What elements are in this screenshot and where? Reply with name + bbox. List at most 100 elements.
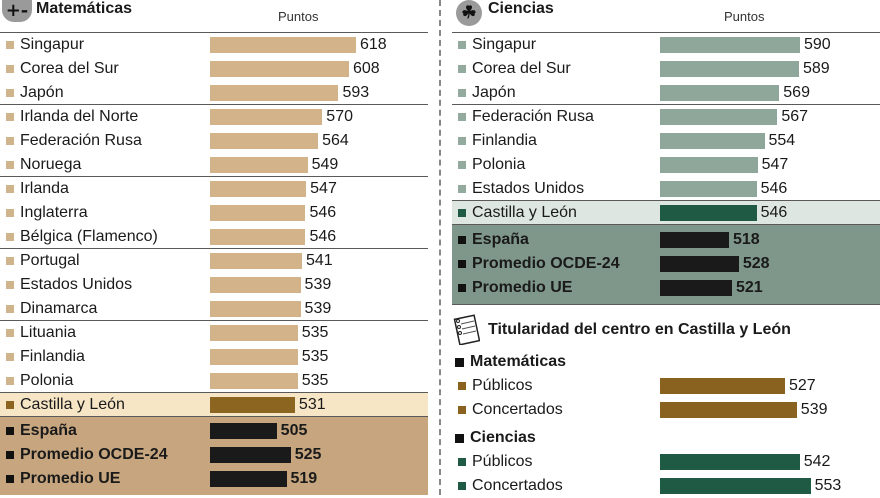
titularidad-series-marker [455, 358, 464, 367]
titularidad-ciencias-bar-publicos [660, 454, 800, 470]
ciencias-bar-singapur [660, 37, 800, 53]
ciencias-row-corea-del-sur: Corea del Sur 589 [452, 57, 880, 81]
ciencias-row-federacion-rusa: Federación Rusa 567 [452, 105, 880, 129]
ciencias-label-castilla-y-leon: Castilla y León [472, 204, 577, 221]
matematicas-group-divider [0, 392, 428, 393]
ciencias-row-singapur: Singapur 590 [452, 33, 880, 57]
matematicas-marker [6, 257, 14, 265]
matematicas-row-dinamarca: Dinamarca 539 [0, 297, 428, 321]
matematicas-title: Matemáticas [36, 0, 133, 17]
matematicas-marker [6, 209, 14, 217]
ciencias-marker [458, 185, 466, 193]
ciencias-row-espana: España 518 [452, 228, 880, 252]
titularidad-ciencias-label-concertados: Concertados [472, 477, 563, 494]
titularidad-series-marker [455, 434, 464, 443]
ciencias-puntos-header: Puntos [724, 9, 765, 24]
ciencias-bar-espana [660, 232, 729, 248]
matematicas-label-noruega: Noruega [20, 156, 82, 173]
matematicas-label-singapur: Singapur [20, 36, 85, 53]
ciencias-label-singapur: Singapur [472, 36, 537, 53]
ciencias-marker [458, 161, 466, 169]
matematicas-value-corea-del-sur: 608 [352, 60, 380, 77]
matematicas-marker [6, 89, 14, 97]
matematicas-marker [6, 185, 14, 193]
matematicas-bar-irlanda-del-norte [210, 109, 323, 125]
matematicas-bar-noruega [210, 157, 308, 173]
titularidad-matematicas-row-publicos: Públicos 527 [452, 374, 880, 398]
matematicas-row-espana: España 505 [0, 419, 428, 443]
matematicas-value-promedio-ue: 519 [290, 470, 318, 487]
matematicas-label-promedio-ocde-24: Promedio OCDE-24 [20, 446, 168, 463]
matematicas-marker [6, 137, 14, 145]
matematicas-row-belgica-flamenco: Bélgica (Flamenco) 546 [0, 225, 428, 249]
matematicas-label-belgica-flamenco: Bélgica (Flamenco) [20, 228, 158, 245]
titularidad-ciencias-bar-concertados [660, 478, 811, 494]
ciencias-header: ☘ Ciencias Puntos [452, 0, 880, 34]
matematicas-row-irlanda: Irlanda 547 [0, 177, 428, 201]
ciencias-marker [458, 260, 466, 268]
ciencias-group-divider [452, 104, 880, 105]
matematicas-value-portugal: 541 [305, 252, 333, 269]
ciencias-value-estados-unidos: 546 [760, 180, 788, 197]
matematicas-value-irlanda-del-norte: 570 [326, 108, 353, 125]
matematicas-bar-promedio-ue [210, 471, 287, 487]
ciencias-label-promedio-ue: Promedio UE [472, 279, 573, 296]
matematicas-label-portugal: Portugal [20, 252, 80, 269]
matematicas-value-singapur: 618 [360, 36, 387, 53]
ciencias-label-espana: España [472, 231, 529, 248]
matematicas-marker [6, 281, 14, 289]
matematicas-marker [6, 451, 14, 459]
matematicas-bar-portugal [210, 253, 302, 269]
matematicas-label-promedio-ue: Promedio UE [20, 470, 121, 487]
matematicas-row-corea-del-sur: Corea del Sur 608 [0, 57, 428, 81]
titularidad-header: Titularidad del centro en Castilla y Leó… [452, 309, 880, 349]
ciencias-bar-estados-unidos [660, 181, 757, 197]
matematicas-marker [6, 475, 14, 483]
ciencias-group-divider [452, 304, 880, 305]
ciencias-group-divider [452, 224, 880, 225]
matematicas-marker [6, 161, 14, 169]
matematicas-bar-corea-del-sur [210, 61, 349, 77]
matematicas-label-irlanda: Irlanda [20, 180, 69, 197]
matematicas-bar-dinamarca [210, 301, 301, 317]
ciencias-group-divider [452, 200, 880, 201]
matematicas-label-lituania: Lituania [20, 324, 77, 341]
ciencias-marker [458, 89, 466, 97]
titularidad-matematicas-marker [458, 382, 466, 390]
ciencias-bar-promedio-ocde-24 [660, 256, 739, 272]
matematicas-value-estados-unidos: 539 [304, 276, 332, 293]
matematicas-label-dinamarca: Dinamarca [20, 300, 98, 317]
titularidad-series-matematicas: Matemáticas [452, 350, 880, 374]
ciencias-row-finlandia: Finlandia 554 [452, 129, 880, 153]
matematicas-marker [6, 65, 14, 73]
matematicas-row-noruega: Noruega 549 [0, 153, 428, 177]
matematicas-bar-castilla-y-leon [210, 397, 295, 413]
titularidad-matematicas-marker [458, 406, 466, 414]
plus-minus-symbol-icon: +- [2, 0, 32, 22]
titularidad-series-ciencias: Ciencias [452, 426, 880, 450]
ciencias-value-promedio-ue: 521 [735, 279, 763, 296]
matematicas-marker [6, 377, 14, 385]
matematicas-value-espana: 505 [280, 422, 308, 439]
ciencias-value-castilla-y-leon: 546 [760, 204, 788, 221]
ciencias-row-promedio-ue: Promedio UE 521 [452, 276, 880, 300]
matematicas-puntos-header: Puntos [278, 9, 319, 24]
titularidad-matematicas-row-concertados: Concertados 539 [452, 398, 880, 422]
ciencias-value-corea-del-sur: 589 [803, 60, 830, 77]
ciencias-marker [458, 65, 466, 73]
ciencias-marker [458, 137, 466, 145]
ciencias-bar-polonia [660, 157, 758, 173]
matematicas-row-inglaterra: Inglaterra 546 [0, 201, 428, 225]
matematicas-value-irlanda: 547 [310, 180, 337, 197]
ciencias-marker [458, 113, 466, 121]
titularidad-series-label: Ciencias [470, 429, 536, 446]
matematicas-value-finlandia: 535 [301, 348, 329, 365]
matematicas-value-noruega: 549 [311, 156, 339, 173]
matematicas-marker [6, 329, 14, 337]
matematicas-bar-federacion-rusa [210, 133, 319, 149]
matematicas-panel: +- Matemáticas Puntos Singapur 618 Corea d… [0, 0, 428, 495]
matematicas-value-polonia: 535 [301, 372, 329, 389]
matematicas-label-espana: España [20, 422, 77, 439]
ciencias-value-singapur: 590 [804, 36, 831, 53]
titularidad-ciencias-marker [458, 458, 466, 466]
